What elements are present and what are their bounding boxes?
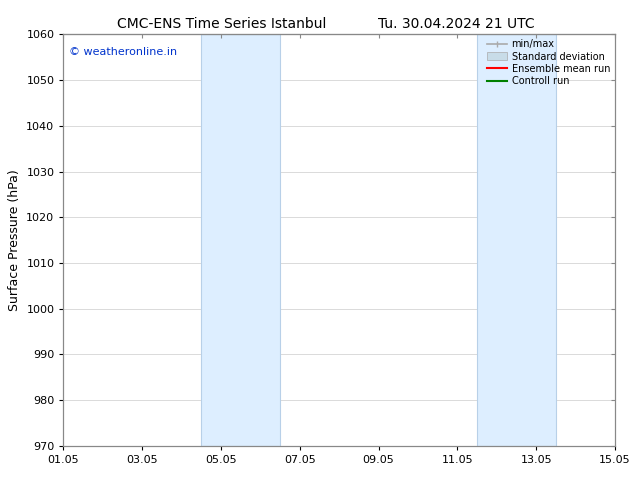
Y-axis label: Surface Pressure (hPa): Surface Pressure (hPa) (8, 169, 21, 311)
Bar (202, 34, 280, 446)
Text: CMC-ENS Time Series Istanbul: CMC-ENS Time Series Istanbul (117, 17, 327, 31)
Bar (477, 34, 556, 446)
Legend: min/max, Standard deviation, Ensemble mean run, Controll run: min/max, Standard deviation, Ensemble me… (486, 37, 612, 88)
Text: © weatheronline.in: © weatheronline.in (69, 47, 177, 57)
Text: Tu. 30.04.2024 21 UTC: Tu. 30.04.2024 21 UTC (378, 17, 535, 31)
